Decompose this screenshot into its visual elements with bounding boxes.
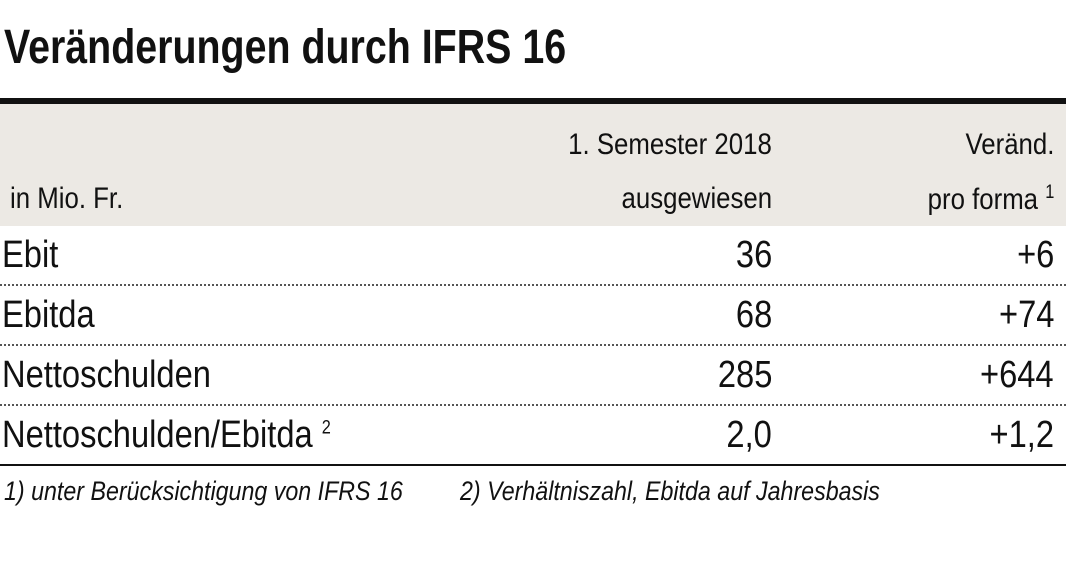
column-header-text: pro forma [927, 183, 1038, 216]
row-label-text: Nettoschulden/Ebitda [2, 414, 313, 456]
column-header: ausgewiesen [621, 182, 772, 215]
table-row: Ebit 36 +6 [0, 226, 1066, 286]
row-label: Nettoschulden [2, 354, 211, 397]
footnote-mark: 2 [321, 417, 331, 439]
cell-value: +74 [998, 294, 1054, 336]
row-label: Ebitda [2, 294, 95, 337]
title-rule [0, 98, 1066, 104]
row-label-text: Ebit [2, 234, 59, 276]
footnote-mark: 1 [1044, 182, 1054, 203]
table-row: Ebitda 68 +74 [0, 286, 1066, 346]
cell-value: 36 [735, 234, 772, 276]
table-header: in Mio. Fr. 1. Semester 2018 ausgewiesen… [0, 104, 1066, 226]
cell-value: 68 [735, 294, 772, 336]
column-header: 1. Semester 2018 [568, 128, 772, 161]
footnote: 2) Verhältniszahl, Ebitda auf Jahresbasi… [460, 476, 880, 506]
cell-value: 2,0 [726, 414, 772, 456]
row-label: Nettoschulden/Ebitda 2 [2, 414, 331, 457]
column-header: Veränd. [965, 128, 1054, 161]
cell-value: +644 [980, 354, 1054, 396]
table-row: Nettoschulden 285 +644 [0, 346, 1066, 406]
column-header: pro forma 1 [927, 182, 1054, 217]
row-label-text: Ebitda [2, 294, 95, 336]
unit-label: in Mio. Fr. [10, 182, 124, 215]
cell-value: +1,2 [989, 414, 1054, 456]
table-row: Nettoschulden/Ebitda 2 2,0 +1,2 [0, 406, 1066, 466]
title: Veränderungen durch IFRS 16 [4, 21, 567, 74]
cell-value: +6 [1016, 234, 1054, 276]
footnote: 1) unter Berücksichtigung von IFRS 16 [4, 476, 403, 506]
row-label-text: Nettoschulden [2, 354, 211, 396]
row-label: Ebit [2, 234, 58, 277]
cell-value: 285 [717, 354, 772, 396]
